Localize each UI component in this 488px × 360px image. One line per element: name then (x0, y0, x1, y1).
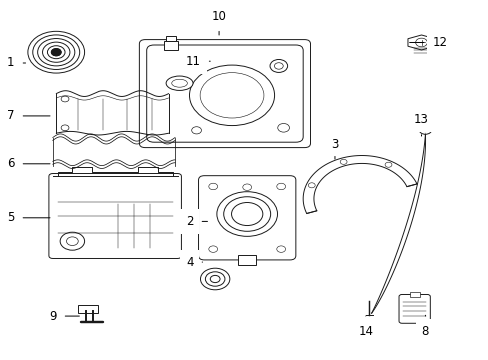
Circle shape (223, 197, 270, 231)
Circle shape (205, 272, 224, 286)
Text: 4: 4 (185, 256, 202, 269)
Circle shape (210, 275, 220, 283)
Ellipse shape (189, 65, 274, 126)
Circle shape (208, 246, 217, 252)
Circle shape (200, 268, 229, 290)
Circle shape (231, 202, 263, 225)
Circle shape (308, 183, 315, 188)
Circle shape (156, 125, 163, 131)
Bar (163, 41, 178, 50)
Text: 7: 7 (7, 109, 50, 122)
Circle shape (51, 49, 61, 56)
Circle shape (269, 59, 287, 72)
Circle shape (163, 84, 184, 100)
Text: 3: 3 (330, 138, 338, 159)
Circle shape (61, 96, 69, 102)
Circle shape (384, 162, 391, 167)
Circle shape (51, 49, 61, 56)
Ellipse shape (171, 79, 187, 87)
Circle shape (60, 232, 84, 250)
FancyBboxPatch shape (398, 294, 429, 323)
Circle shape (415, 38, 427, 47)
Text: 14: 14 (358, 316, 372, 338)
Circle shape (277, 123, 289, 132)
Ellipse shape (200, 73, 264, 118)
Bar (238, 255, 256, 265)
Text: 1: 1 (7, 57, 25, 69)
Circle shape (169, 89, 177, 95)
Circle shape (276, 183, 285, 190)
FancyBboxPatch shape (146, 45, 303, 142)
Text: 10: 10 (211, 10, 226, 35)
Circle shape (276, 246, 285, 252)
Text: 6: 6 (7, 157, 50, 170)
Circle shape (66, 237, 78, 246)
Bar (78, 305, 98, 313)
Text: 2: 2 (185, 215, 207, 228)
Circle shape (156, 96, 163, 102)
Text: 12: 12 (409, 36, 447, 49)
Bar (166, 36, 176, 41)
Circle shape (418, 125, 431, 134)
Circle shape (208, 183, 217, 190)
Ellipse shape (166, 76, 193, 90)
Polygon shape (303, 156, 416, 213)
Text: 9: 9 (49, 310, 79, 323)
Polygon shape (407, 35, 434, 50)
FancyBboxPatch shape (49, 174, 181, 258)
Text: 5: 5 (7, 211, 50, 224)
Circle shape (274, 63, 283, 69)
Circle shape (61, 125, 69, 131)
Text: 13: 13 (413, 113, 428, 136)
Circle shape (242, 184, 251, 190)
Bar (409, 292, 419, 297)
Circle shape (191, 127, 201, 134)
Circle shape (340, 159, 346, 165)
Circle shape (217, 192, 277, 236)
FancyBboxPatch shape (139, 40, 310, 148)
Circle shape (422, 127, 427, 132)
Text: 8: 8 (421, 315, 428, 338)
FancyBboxPatch shape (198, 176, 295, 260)
Text: 11: 11 (185, 55, 210, 68)
